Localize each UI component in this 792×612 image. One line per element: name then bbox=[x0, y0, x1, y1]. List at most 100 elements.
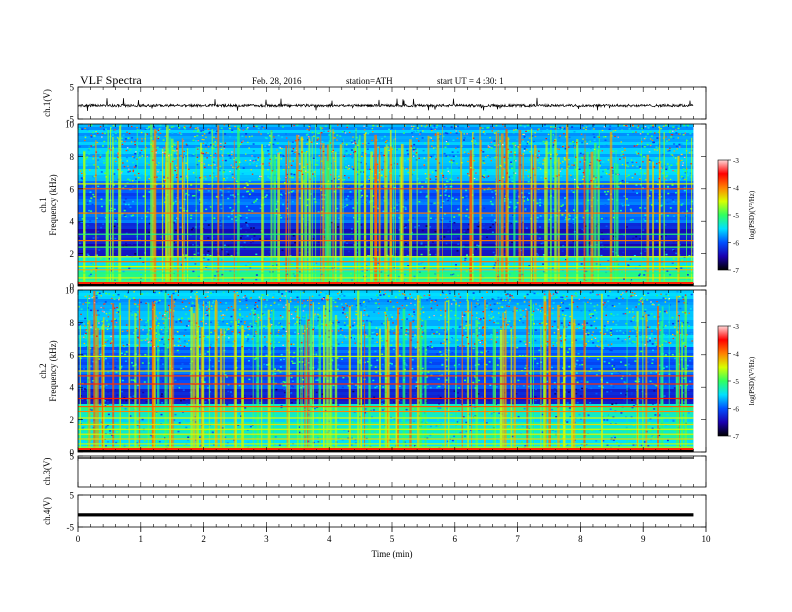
ch1-spec-speckle bbox=[464, 259, 467, 262]
ch1-spec-speckle bbox=[660, 213, 663, 215]
ch1-spec-burst bbox=[544, 157, 546, 286]
ch1-spec-speckle bbox=[490, 147, 493, 149]
ch2-spec-speckle bbox=[452, 416, 455, 418]
ch1-spec-hotspot bbox=[259, 175, 261, 177]
ch1_spectrogram-ylabel: ch.1 bbox=[38, 197, 48, 212]
ch1-spec-speckle bbox=[203, 276, 206, 278]
ch1-spec-hotspot bbox=[146, 156, 149, 158]
ch1-spec-speckle bbox=[279, 152, 282, 154]
ch1-spec-speckle bbox=[346, 124, 349, 127]
ch1-spec-speckle bbox=[113, 253, 116, 255]
ch1-spec-speckle bbox=[349, 198, 352, 201]
ch2-spec-speckle bbox=[553, 388, 556, 390]
ch2-spec-speckle bbox=[282, 328, 285, 330]
ch1-spec-hotspot bbox=[369, 168, 371, 170]
ch1-spec-speckle bbox=[372, 256, 375, 259]
ch1-spec-speckle bbox=[290, 191, 293, 193]
ch1-spec-speckle bbox=[685, 126, 688, 129]
ch2-spec-speckle bbox=[541, 391, 544, 393]
ch1-spec-speckle bbox=[228, 154, 231, 157]
ch2-spec-speckle bbox=[240, 320, 243, 323]
ch1-spec-hotspot bbox=[335, 177, 337, 179]
ch1-spec-speckle bbox=[205, 144, 208, 147]
ch1-spec-speckle bbox=[229, 135, 232, 138]
ch2-spec-speckle bbox=[289, 321, 291, 323]
ch1-spec-hotspot bbox=[593, 148, 596, 150]
ch1-spec-hotspot bbox=[327, 180, 330, 182]
ch1-spec-speckle bbox=[564, 148, 567, 150]
ch1-spec-speckle bbox=[227, 253, 230, 255]
ch1-spec-speckle bbox=[243, 241, 246, 244]
ch1-spec-hotspot bbox=[279, 147, 282, 149]
ch1-spec-speckle bbox=[652, 126, 655, 128]
ch1-spec-speckle bbox=[527, 199, 529, 201]
ch1-spec-hotspot bbox=[176, 148, 178, 150]
ch1-spec-speckle bbox=[157, 164, 160, 167]
ch1-spec-hotspot bbox=[559, 135, 561, 137]
ch2-spec-speckle bbox=[489, 384, 492, 386]
ch1-spec-speckle bbox=[553, 165, 555, 167]
ch1-spec-speckle bbox=[535, 220, 538, 222]
ch1-spec-speckle bbox=[628, 278, 631, 281]
ch1-spec-speckle bbox=[639, 183, 642, 186]
ch1-spec-speckle bbox=[542, 263, 545, 265]
ch1-spec-speckle bbox=[552, 175, 555, 177]
ch1-spec-speckle bbox=[564, 176, 567, 178]
ch1-spec-speckle bbox=[223, 170, 225, 172]
ch1-spec-hotspot bbox=[208, 164, 210, 166]
ch2-spec-speckle bbox=[620, 361, 622, 363]
ch1-spec-speckle bbox=[681, 211, 684, 213]
ch1-spec-speckle bbox=[355, 251, 358, 254]
ch2-spec-speckle bbox=[198, 327, 201, 330]
ch1-spec-speckle bbox=[345, 199, 348, 201]
ch1-spec-speckle bbox=[177, 132, 180, 134]
ch1-spec-speckle bbox=[156, 146, 159, 149]
ch2-spec-speckle bbox=[244, 407, 247, 409]
ch1-spec-speckle bbox=[581, 228, 584, 230]
ch1-spec-speckle bbox=[527, 176, 530, 178]
ch1-spec-speckle bbox=[114, 220, 117, 222]
ch1-spec-speckle bbox=[280, 165, 282, 168]
ch2-spec-speckle bbox=[209, 344, 212, 346]
ch1-spec-speckle bbox=[512, 131, 515, 134]
ch2-spec-speckle bbox=[415, 381, 418, 383]
ch2-spec-speckle bbox=[602, 440, 605, 442]
ch1-spec-speckle bbox=[171, 132, 174, 134]
ch1-spec-hotspot bbox=[677, 137, 679, 139]
ch1-spec-hotspot bbox=[167, 177, 169, 179]
ch1-spec-speckle bbox=[299, 151, 302, 154]
ch1-spec-speckle bbox=[251, 190, 254, 192]
ch1_spectrogram-ylabel: Frequency (kHz) bbox=[48, 174, 58, 235]
ch1-spec-hotspot bbox=[248, 147, 250, 149]
ch1-spec-speckle bbox=[250, 227, 253, 229]
ch1-spec-speckle bbox=[490, 220, 493, 222]
ch2-spec-speckle bbox=[177, 421, 180, 423]
ch1-spec-speckle bbox=[100, 171, 103, 173]
ch1-spec-speckle bbox=[193, 195, 196, 197]
ch1-spec-speckle bbox=[224, 133, 227, 135]
ch1-spec-speckle bbox=[80, 181, 83, 184]
ch1-spec-speckle bbox=[268, 251, 271, 253]
ch1-spec-speckle bbox=[290, 244, 293, 247]
ch2-spec-speckle bbox=[484, 298, 487, 300]
ch2-spec-speckle bbox=[327, 330, 330, 332]
ch1-spec-speckle bbox=[367, 180, 370, 182]
ch1-spec-speckle bbox=[431, 126, 434, 129]
ch1-spec-hotspot bbox=[390, 172, 392, 174]
ch1-spec-speckle bbox=[457, 208, 460, 211]
ch1-spec-speckle bbox=[561, 127, 564, 129]
ch1-spec-speckle bbox=[98, 249, 101, 251]
ch1-spec-speckle bbox=[429, 217, 432, 219]
ch2-spec-speckle bbox=[105, 384, 108, 386]
ch1-spec-speckle bbox=[681, 259, 684, 261]
ch1-spec-speckle bbox=[639, 166, 641, 168]
ch1-spec-speckle bbox=[657, 141, 660, 143]
ch2-spec-speckle bbox=[224, 385, 227, 388]
ch1-spec-hotspot bbox=[257, 157, 260, 159]
ch1-spec-hotspot bbox=[306, 151, 308, 153]
ch2-spec-speckle bbox=[373, 358, 376, 361]
ch1-spec-speckle bbox=[650, 135, 653, 137]
ch1-spec-hotspot bbox=[300, 139, 303, 141]
ch1-spec-speckle bbox=[421, 137, 424, 139]
